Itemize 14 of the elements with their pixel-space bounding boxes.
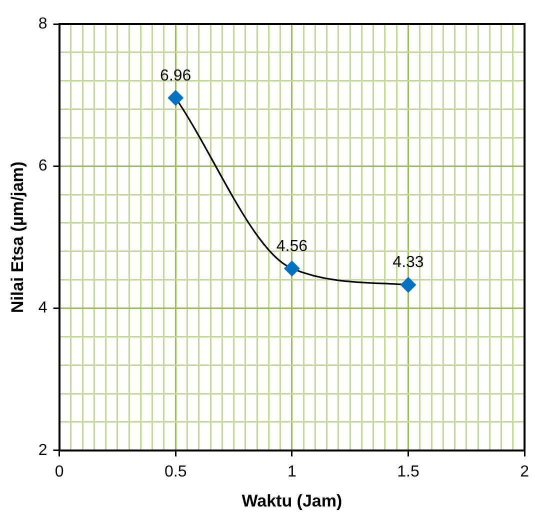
x-axis-title: Waktu (Jam) — [242, 491, 342, 510]
x-tick-label: 0 — [54, 463, 64, 480]
x-tick-label: 1.5 — [397, 463, 420, 480]
y-axis-title: Nilai Etsa (µm/jam) — [8, 161, 27, 313]
x-tick-label: 1 — [287, 463, 296, 480]
x-tick-label: 2 — [520, 463, 530, 480]
y-tick-label: 8 — [38, 15, 48, 32]
y-tick-label: 2 — [38, 442, 48, 459]
y-tick-label: 4 — [38, 300, 48, 317]
point — [168, 90, 184, 106]
point — [400, 276, 416, 293]
point — [284, 260, 300, 276]
y-tick-label: 6 — [38, 158, 48, 175]
x-tick-label: 0.5 — [164, 463, 187, 480]
